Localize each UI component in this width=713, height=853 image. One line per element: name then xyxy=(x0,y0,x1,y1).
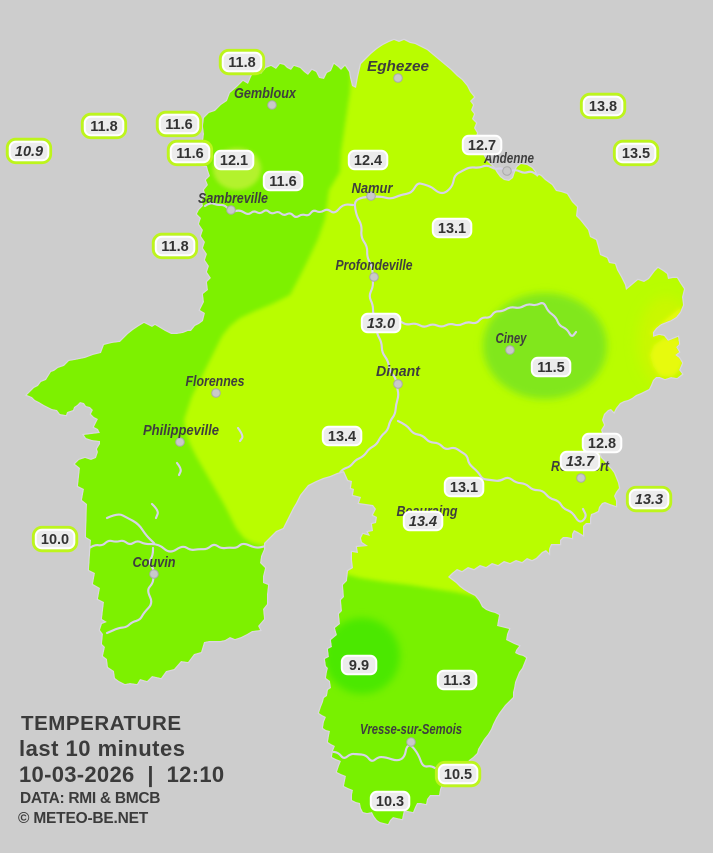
svg-text:Vresse-sur-Semois: Vresse-sur-Semois xyxy=(360,721,462,738)
svg-text:Eghezee: Eghezee xyxy=(367,58,429,75)
svg-text:12.4: 12.4 xyxy=(354,153,382,169)
svg-text:10.5: 10.5 xyxy=(444,767,472,783)
svg-text:12.1: 12.1 xyxy=(220,153,248,169)
svg-text:13.4: 13.4 xyxy=(328,429,356,445)
svg-text:11.3: 11.3 xyxy=(443,673,470,689)
svg-text:Florennes: Florennes xyxy=(186,373,245,390)
svg-text:TEMPERATURE: TEMPERATURE xyxy=(21,712,182,735)
svg-text:11.6: 11.6 xyxy=(269,174,296,190)
svg-text:Profondeville: Profondeville xyxy=(336,257,413,274)
svg-text:13.1: 13.1 xyxy=(450,480,478,496)
svg-text:DATA: RMI & BMCB: DATA: RMI & BMCB xyxy=(20,790,160,807)
svg-text:10.0: 10.0 xyxy=(41,532,69,548)
svg-text:10-03-2026 | 12:10: 10-03-2026 | 12:10 xyxy=(19,762,224,787)
svg-text:10.9: 10.9 xyxy=(15,144,43,160)
svg-text:9.9: 9.9 xyxy=(349,658,369,674)
svg-text:12.8: 12.8 xyxy=(588,436,616,452)
svg-text:last 10 minutes: last 10 minutes xyxy=(19,736,185,761)
svg-text:Philippeville: Philippeville xyxy=(143,422,219,439)
svg-text:11.5: 11.5 xyxy=(537,360,564,376)
svg-text:11.6: 11.6 xyxy=(176,146,203,162)
svg-text:13.3: 13.3 xyxy=(635,492,663,508)
svg-text:11.8: 11.8 xyxy=(161,239,188,255)
svg-text:10.3: 10.3 xyxy=(376,794,404,810)
svg-text:11.8: 11.8 xyxy=(228,55,255,71)
svg-text:13.5: 13.5 xyxy=(622,146,650,162)
svg-text:13.1: 13.1 xyxy=(438,221,466,237)
svg-text:11.8: 11.8 xyxy=(90,119,117,135)
svg-text:13.7: 13.7 xyxy=(566,454,595,470)
svg-text:13.8: 13.8 xyxy=(589,99,617,115)
svg-text:13.4: 13.4 xyxy=(409,514,437,530)
svg-text:11.6: 11.6 xyxy=(165,117,192,133)
svg-text:Couvin: Couvin xyxy=(133,554,176,571)
svg-text:Dinant: Dinant xyxy=(376,363,421,380)
svg-text:13.0: 13.0 xyxy=(367,316,395,332)
svg-text:Gembloux: Gembloux xyxy=(234,85,297,102)
svg-text:12.7: 12.7 xyxy=(468,138,496,154)
svg-text:Namur: Namur xyxy=(352,180,394,197)
svg-text:Ciney: Ciney xyxy=(496,330,527,347)
svg-text:© METEO-BE.NET: © METEO-BE.NET xyxy=(18,810,149,827)
svg-text:Sambreville: Sambreville xyxy=(198,190,268,207)
